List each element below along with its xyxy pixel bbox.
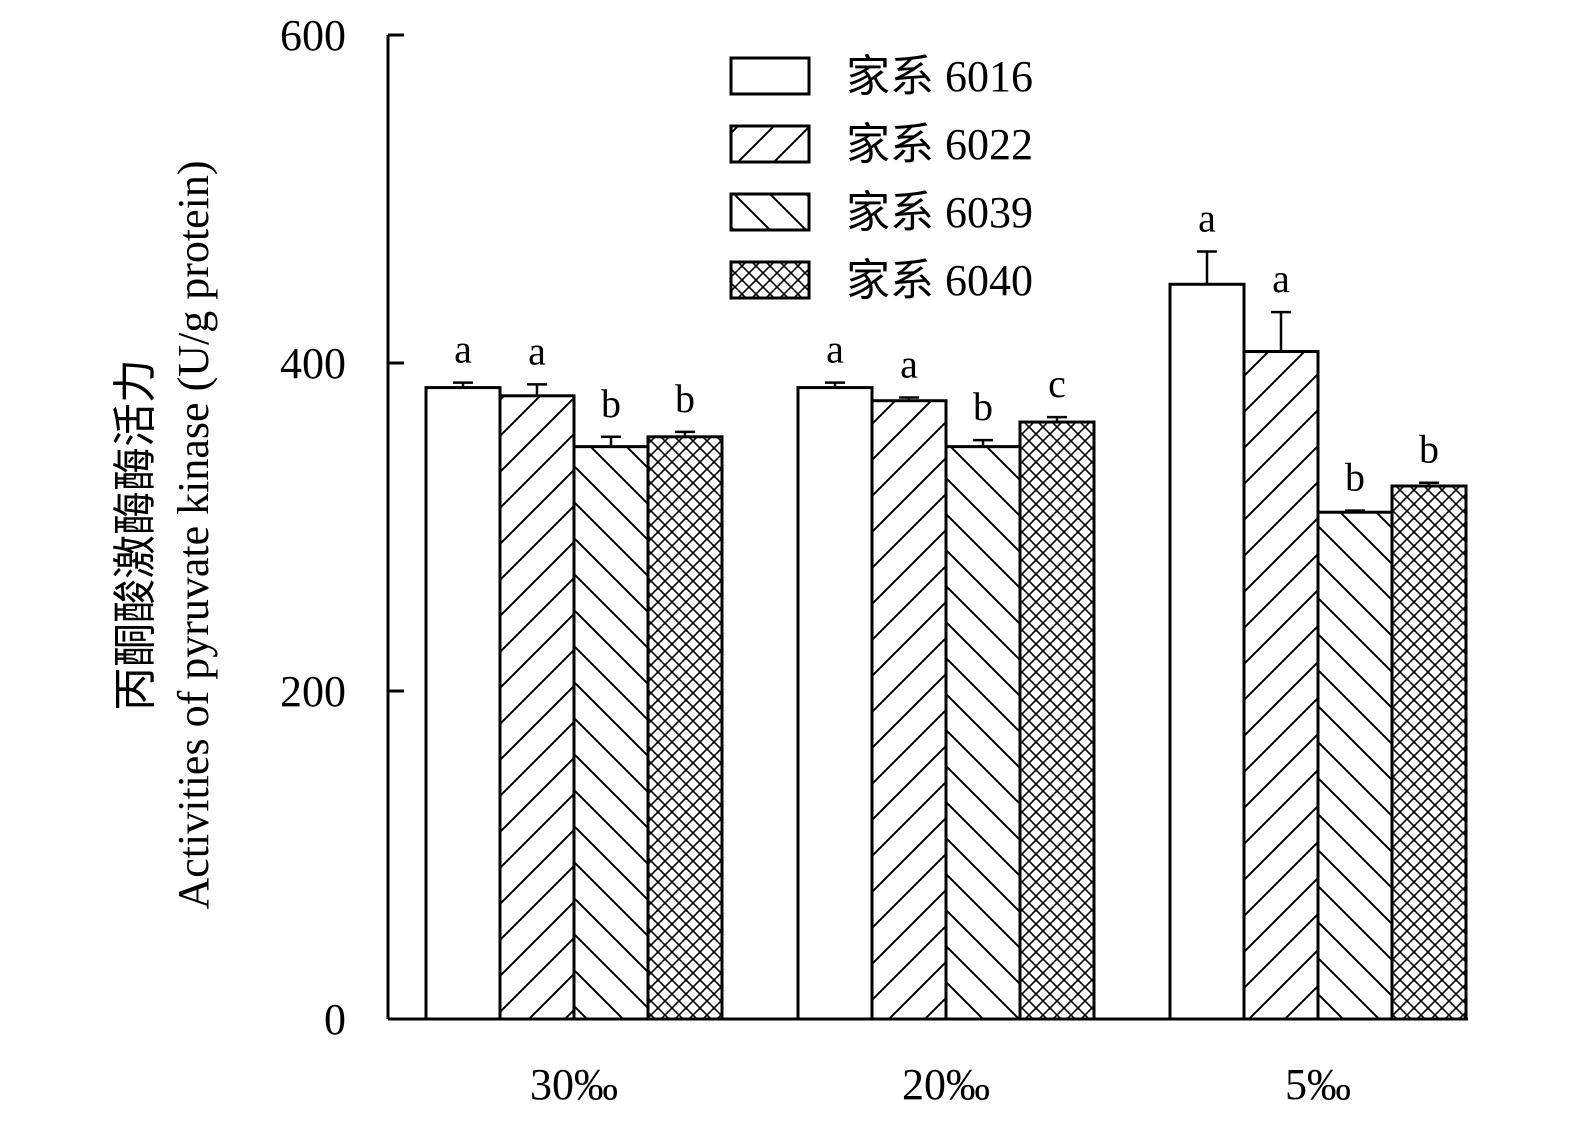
legend-label: 家系 6040 xyxy=(846,256,1033,305)
bar xyxy=(572,445,650,1021)
bar xyxy=(1316,510,1394,1021)
significance-letter: a xyxy=(826,327,844,372)
bar xyxy=(646,435,724,1021)
significance-letter: b xyxy=(675,376,695,421)
y-tick-label: 200 xyxy=(280,667,346,716)
legend-swatch xyxy=(729,260,811,300)
legend: 家系 6016 家系 6022 家系 6039 家系 6040 xyxy=(729,52,1033,305)
x-category-label: 20‰ xyxy=(902,1060,990,1109)
significance-letter: b xyxy=(601,381,621,426)
y-axis-title-chinese: 丙酮酸激酶酶活力 xyxy=(111,359,160,711)
significance-letter: a xyxy=(528,328,546,373)
legend-label: 家系 6016 xyxy=(846,52,1033,101)
significance-letter: c xyxy=(1048,361,1066,406)
legend-label: 家系 6039 xyxy=(846,188,1033,237)
bar xyxy=(870,399,948,1021)
y-tick-label: 600 xyxy=(280,11,346,60)
legend-swatch xyxy=(729,124,811,164)
significance-letter: b xyxy=(1419,427,1439,472)
y-tick-label: 400 xyxy=(280,339,346,388)
significance-letter: a xyxy=(1198,195,1216,240)
bar xyxy=(424,386,502,1021)
legend-swatch xyxy=(729,56,811,96)
significance-letter: b xyxy=(973,384,993,429)
significance-letter: a xyxy=(454,327,472,372)
x-category-label: 5‰ xyxy=(1285,1060,1351,1109)
bar xyxy=(1390,484,1468,1021)
legend-swatch xyxy=(729,192,811,232)
significance-letter: b xyxy=(1345,455,1365,500)
y-tick-label: 0 xyxy=(324,995,346,1044)
bar xyxy=(1242,350,1320,1021)
y-axis-title-english: Activities of pyruvate kinase (U/g prote… xyxy=(169,160,218,909)
bar xyxy=(944,445,1022,1021)
bar xyxy=(1018,420,1096,1021)
legend-label: 家系 6022 xyxy=(846,120,1033,169)
bar xyxy=(1168,282,1246,1021)
bars: a a a a a a b b b b c b xyxy=(424,195,1468,1021)
bar xyxy=(796,386,874,1021)
bar xyxy=(498,394,576,1021)
x-category-label: 30‰ xyxy=(530,1060,618,1109)
y-axis-title: 丙酮酸激酶酶活力 Activities of pyruvate kinase (… xyxy=(111,160,218,909)
significance-letter: a xyxy=(1272,256,1290,301)
significance-letter: a xyxy=(900,341,918,386)
